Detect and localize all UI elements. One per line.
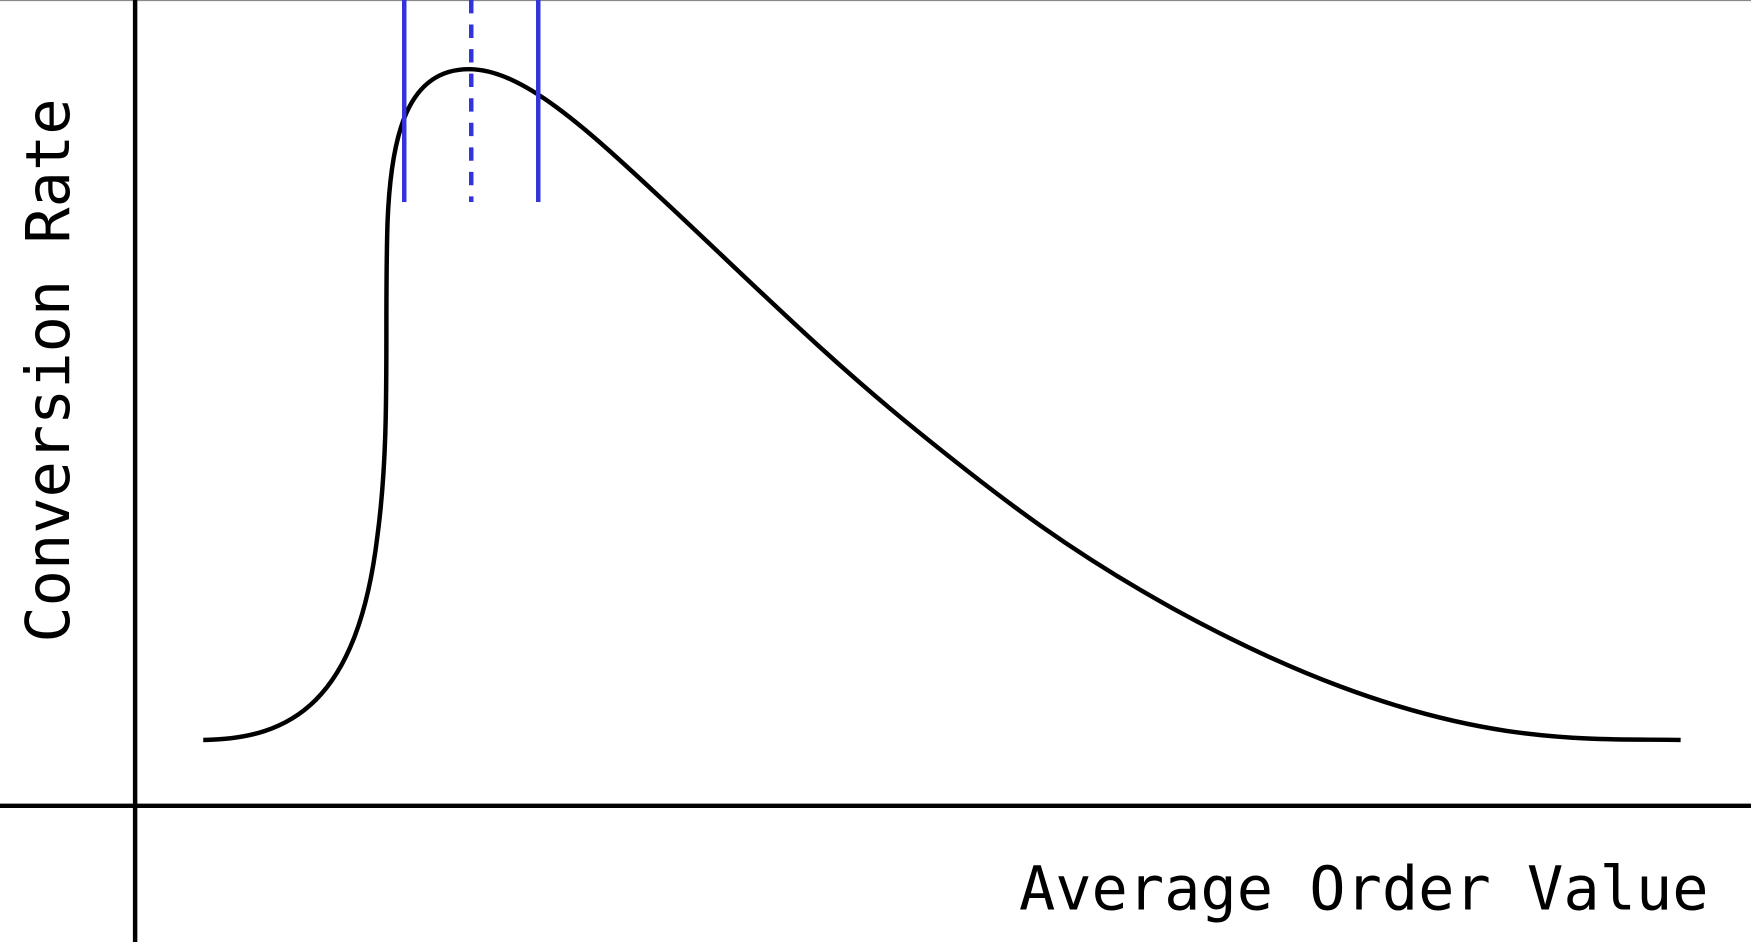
y-axis-label: Conversion Rate <box>14 98 84 642</box>
curve <box>203 66 1681 743</box>
x-axis-label: Average Order Value <box>1019 855 1709 925</box>
